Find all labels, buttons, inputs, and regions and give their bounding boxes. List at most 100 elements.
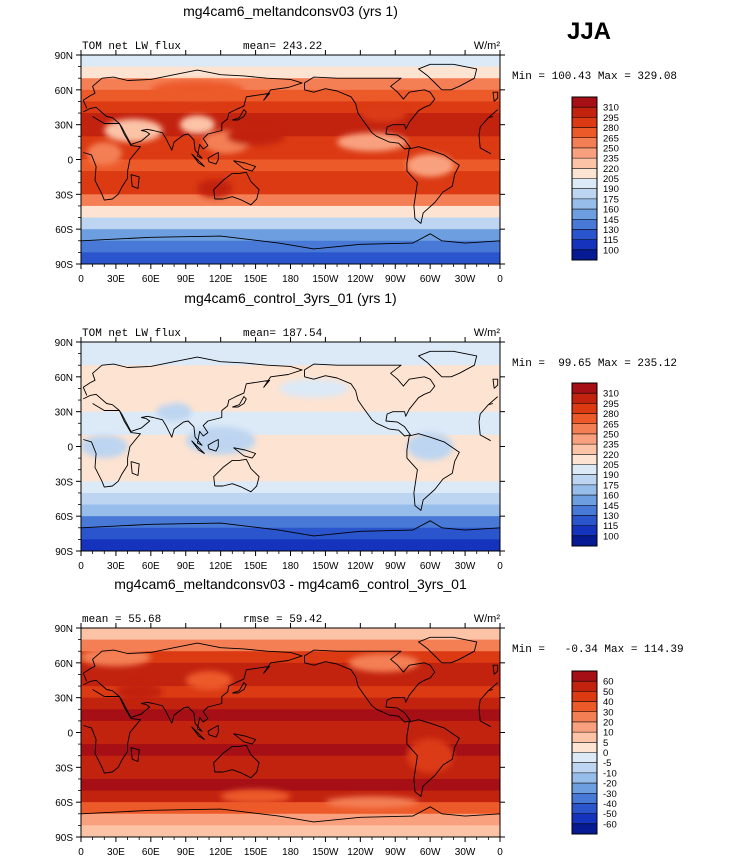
field-anomaly xyxy=(226,127,285,146)
field-band xyxy=(81,89,500,103)
colorbar-label: 220 xyxy=(603,450,619,461)
coastline xyxy=(406,146,460,224)
colorbar-swatch xyxy=(572,198,597,210)
field-anomaly xyxy=(406,153,454,177)
coastline xyxy=(406,433,460,511)
field-band xyxy=(81,205,500,219)
colorbar-label: -30 xyxy=(603,789,617,800)
y-tick-label: 90N xyxy=(55,338,73,349)
field-band xyxy=(81,66,500,79)
colorbar-label: 190 xyxy=(603,470,619,481)
coastline xyxy=(130,461,140,476)
colorbar-label: 280 xyxy=(603,123,619,134)
x-tick-label: 90E xyxy=(177,847,195,858)
colorbar-swatch xyxy=(572,762,597,774)
field-anomaly xyxy=(86,142,122,166)
field-band xyxy=(81,720,500,734)
field-anomaly xyxy=(115,682,163,702)
field-anomaly xyxy=(337,132,407,152)
colorbar-swatch xyxy=(572,209,597,220)
panel-left-label: mean = 55.68 xyxy=(82,614,161,626)
field-anomaly xyxy=(81,434,128,459)
x-tick-label: 0 xyxy=(78,274,84,285)
y-tick-label: 0 xyxy=(67,729,73,740)
coastline xyxy=(213,744,260,779)
field-anomaly xyxy=(150,80,244,100)
colorbar-swatch xyxy=(572,535,597,547)
x-tick-label: 150E xyxy=(244,274,268,285)
panel-center-label: mean= 243.22 xyxy=(243,41,322,53)
colorbar-label: 5 xyxy=(603,738,608,749)
panel-units-label: W/m² xyxy=(474,40,501,52)
field-band xyxy=(81,674,500,687)
coastline xyxy=(233,160,257,172)
colorbar-label: 265 xyxy=(603,419,619,430)
colorbar-swatch xyxy=(572,803,597,814)
field-anomaly xyxy=(406,738,454,774)
x-tick-label: 30W xyxy=(455,847,476,858)
colorbar-swatch xyxy=(572,671,597,682)
field-band xyxy=(81,434,500,448)
colorbar-swatch xyxy=(572,515,597,526)
colorbar-label: 115 xyxy=(603,235,618,246)
field-anomaly xyxy=(104,118,163,143)
field-band xyxy=(81,229,500,242)
coastline xyxy=(82,69,498,159)
field-band xyxy=(81,342,500,355)
x-tick-label: 120W xyxy=(347,274,374,285)
coastline xyxy=(83,689,491,774)
y-tick-label: 0 xyxy=(67,156,73,167)
x-tick-label: 150W xyxy=(312,274,339,285)
field-anomaly xyxy=(360,103,407,123)
coastline xyxy=(233,733,257,745)
x-tick-label: 60E xyxy=(142,847,160,858)
x-tick-label: 150E xyxy=(244,847,268,858)
colorbar-label: 130 xyxy=(603,225,619,236)
colorbar-label: 20 xyxy=(603,717,614,728)
field-band xyxy=(81,628,500,641)
colorbar-swatch xyxy=(572,249,597,261)
field-band xyxy=(81,458,500,471)
x-tick-label: 90W xyxy=(385,274,406,285)
colorbar-label: -5 xyxy=(603,758,611,769)
colorbar-label: 295 xyxy=(603,113,619,124)
field-band xyxy=(81,481,500,494)
colorbar-label: -40 xyxy=(603,799,617,810)
field-band xyxy=(81,732,500,745)
x-tick-label: 120E xyxy=(209,561,233,572)
panel-title: mg4cam6_control_3yrs_01 (yrs 1) xyxy=(184,290,396,306)
colorbar-label: 235 xyxy=(603,440,619,451)
colorbar-label: 175 xyxy=(603,194,619,205)
x-tick-label: 60W xyxy=(420,274,441,285)
colorbar-label: 280 xyxy=(603,409,619,420)
coastline xyxy=(304,649,436,723)
field-band xyxy=(81,790,500,803)
colorbar-swatch xyxy=(572,188,597,200)
x-tick-label: 60E xyxy=(142,274,160,285)
coastline xyxy=(232,109,247,121)
map-field: 0 30E 60E 90E 120E 150E 180 150W 120W 90W 60W 30W 09… xyxy=(55,337,505,572)
colorbar-label: 10 xyxy=(603,728,614,739)
colorbar-swatch xyxy=(572,423,597,435)
coastline xyxy=(304,363,436,437)
y-tick-label: 60N xyxy=(55,659,73,670)
colorbar-label: 160 xyxy=(603,491,619,502)
colorbar-swatch xyxy=(572,772,597,784)
coastline xyxy=(81,233,500,264)
colorbar-swatch xyxy=(572,127,597,139)
field-band xyxy=(81,527,500,540)
colorbar-swatch xyxy=(572,701,597,713)
x-tick-label: 0 xyxy=(497,561,503,572)
colorbar-swatch xyxy=(572,229,597,240)
y-tick-label: 30S xyxy=(55,763,73,774)
field-band xyxy=(81,446,500,459)
field-band xyxy=(81,217,500,230)
colorbar-label: 100 xyxy=(603,531,619,542)
field-band xyxy=(81,697,500,710)
x-tick-label: 30E xyxy=(107,561,125,572)
x-tick-label: 150W xyxy=(312,561,339,572)
y-tick-label: 30S xyxy=(55,190,73,201)
coastline xyxy=(83,116,491,201)
colorbar-swatch xyxy=(572,383,597,394)
colorbar: 3102952802652502352202051901751601451301… xyxy=(571,96,619,261)
